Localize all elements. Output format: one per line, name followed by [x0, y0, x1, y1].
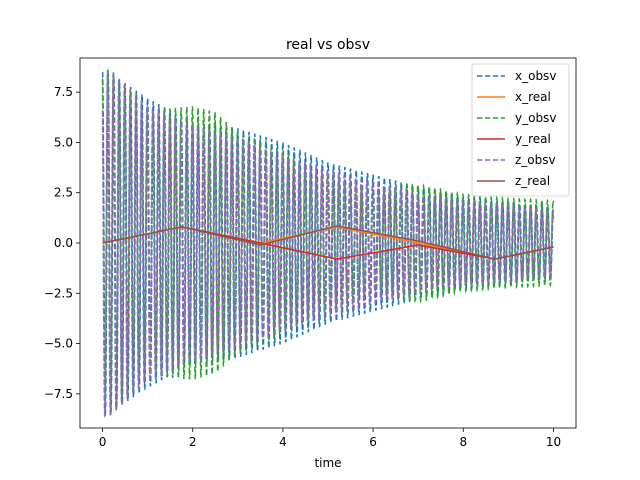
chart-title: real vs obsv — [286, 37, 370, 53]
x-tick-label: 10 — [546, 435, 561, 449]
legend-label-x-real: x_real — [515, 90, 551, 104]
legend-label-y-real: y_real — [515, 132, 551, 146]
legend-label-z-obsv: z_obsv — [515, 153, 556, 167]
legend-label-z-real: z_real — [515, 174, 550, 188]
series-layer — [101, 68, 555, 419]
x-axis: 0 2 4 6 8 10 — [99, 428, 561, 449]
y-tick-label: −2.5 — [44, 286, 73, 300]
x-axis-label: time — [314, 456, 341, 470]
x-tick-label: 0 — [99, 435, 107, 449]
y-tick-label: 2.5 — [54, 186, 73, 200]
x-tick-label: 4 — [279, 435, 287, 449]
y-axis: −7.5 −5.0 −2.5 0.0 2.5 5.0 7.5 — [44, 85, 80, 401]
y-tick-label: 7.5 — [54, 85, 73, 99]
x-tick-label: 2 — [189, 435, 197, 449]
x-tick-label: 8 — [459, 435, 467, 449]
x-tick-label: 6 — [369, 435, 377, 449]
series-line-x-obsv — [101, 72, 555, 414]
y-tick-label: 0.0 — [54, 236, 73, 250]
y-tick-label: −7.5 — [44, 387, 73, 401]
legend-label-x-obsv: x_obsv — [515, 69, 556, 83]
y-tick-label: −5.0 — [44, 337, 73, 351]
series-line-z-real — [102, 225, 554, 260]
y-tick-label: 5.0 — [54, 135, 73, 149]
legend: x_obsv x_real y_obsv y_real z_obsv z_real — [471, 63, 570, 197]
series-line-z-obsv — [101, 68, 555, 419]
legend-label-y-obsv: y_obsv — [515, 111, 556, 125]
